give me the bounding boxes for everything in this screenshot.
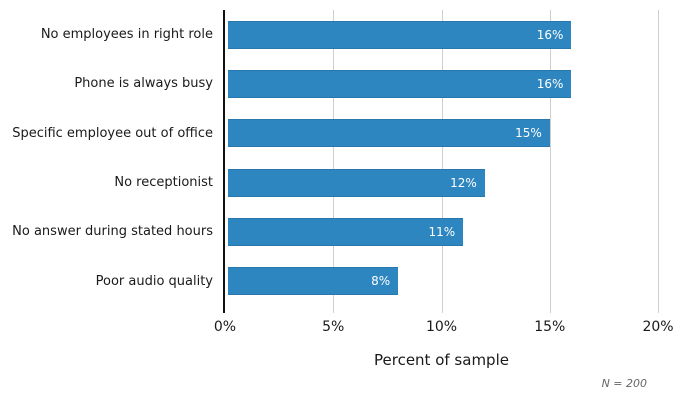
gridline bbox=[658, 10, 659, 306]
category-axis-labels: No employees in right role Phone is alway… bbox=[0, 10, 213, 306]
category-label: No receptionist bbox=[114, 175, 213, 191]
bar: 11% bbox=[228, 217, 464, 246]
x-tick-mark bbox=[333, 306, 335, 313]
x-axis-title: Percent of sample bbox=[374, 351, 509, 369]
bar-value-label: 16% bbox=[536, 76, 564, 91]
x-tick-mark bbox=[658, 306, 659, 313]
gridline bbox=[441, 10, 443, 306]
bar-row: 15% bbox=[225, 109, 658, 158]
sample-size-note: N = 200 bbox=[601, 377, 647, 390]
bar: 8% bbox=[228, 267, 399, 296]
gridline bbox=[333, 10, 335, 306]
gridline bbox=[549, 10, 551, 306]
bar-row: 16% bbox=[225, 10, 658, 59]
bar-row: 11% bbox=[225, 207, 658, 256]
x-tick-label: 15% bbox=[534, 319, 566, 335]
plot-area: 16% 16% 15% 12% 11% 8% bbox=[225, 10, 659, 313]
bar: 12% bbox=[228, 168, 485, 197]
x-axis-tick-labels: 0% 5% 10% 15% 20% bbox=[214, 319, 674, 339]
bar-value-label: 11% bbox=[428, 224, 456, 239]
bar-value-label: 15% bbox=[515, 126, 542, 141]
category-label: No employees in right role bbox=[40, 27, 213, 43]
bar: 16% bbox=[228, 20, 572, 49]
x-tick-mark bbox=[549, 306, 551, 313]
bar-value-label: 8% bbox=[371, 274, 391, 289]
bar-row: 16% bbox=[225, 59, 658, 108]
bar: 16% bbox=[228, 69, 572, 98]
x-tick-label: 0% bbox=[213, 319, 237, 335]
x-tick-label: 20% bbox=[642, 319, 674, 335]
x-tick-label: 10% bbox=[425, 319, 458, 335]
bar-value-label: 12% bbox=[450, 175, 477, 190]
bar: 15% bbox=[228, 119, 550, 148]
y-axis-line bbox=[223, 10, 225, 313]
bar-row: 8% bbox=[225, 257, 658, 306]
x-tick-label: 5% bbox=[322, 319, 345, 335]
category-label: No answer during stated hours bbox=[12, 224, 213, 240]
x-tick-mark bbox=[441, 306, 443, 313]
category-label: Specific employee out of office bbox=[12, 125, 213, 141]
category-label: Phone is always busy bbox=[74, 76, 213, 92]
category-label: Poor audio quality bbox=[95, 273, 213, 289]
bar-row: 12% bbox=[225, 158, 658, 207]
bar-value-label: 16% bbox=[536, 27, 564, 42]
